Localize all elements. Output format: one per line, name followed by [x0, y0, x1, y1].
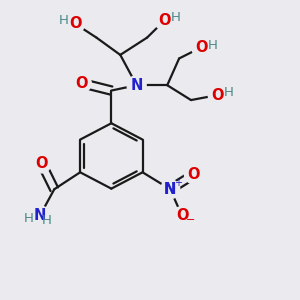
Text: N: N [130, 78, 143, 93]
Text: O: O [176, 208, 188, 224]
Circle shape [22, 212, 35, 226]
Text: H: H [224, 86, 234, 99]
Circle shape [72, 74, 91, 93]
Circle shape [32, 154, 51, 173]
Text: O: O [75, 76, 88, 91]
Text: H: H [59, 14, 69, 27]
Text: +: + [174, 178, 182, 188]
Text: O: O [158, 13, 170, 28]
Circle shape [161, 180, 180, 199]
Text: O: O [35, 156, 48, 171]
Text: N: N [164, 182, 176, 197]
Circle shape [57, 14, 71, 28]
Text: O: O [212, 88, 224, 103]
Circle shape [155, 11, 174, 30]
Circle shape [192, 38, 211, 57]
Text: N: N [34, 208, 46, 223]
Circle shape [66, 14, 85, 33]
Circle shape [168, 11, 183, 25]
Text: O: O [195, 40, 207, 55]
Text: O: O [69, 16, 81, 31]
Circle shape [205, 38, 220, 52]
Text: H: H [24, 212, 34, 226]
Circle shape [127, 76, 146, 95]
Text: H: H [208, 39, 218, 52]
Circle shape [222, 85, 236, 100]
Text: −: − [186, 215, 196, 225]
Circle shape [184, 165, 203, 184]
Circle shape [208, 85, 227, 104]
Circle shape [40, 214, 53, 227]
Text: N: N [164, 182, 176, 197]
Text: H: H [42, 214, 52, 227]
Circle shape [31, 206, 50, 225]
Circle shape [172, 206, 192, 226]
Text: H: H [171, 11, 181, 24]
Text: O: O [188, 167, 200, 182]
